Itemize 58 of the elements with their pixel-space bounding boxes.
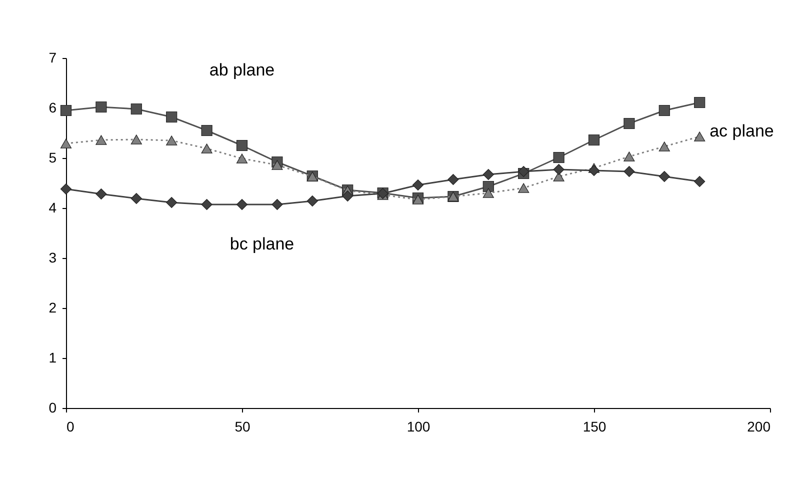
point: [272, 160, 283, 170]
point: [96, 135, 107, 145]
y-tick-label: 4: [48, 200, 57, 216]
series-label: bc plane: [230, 234, 294, 254]
point: [588, 164, 600, 176]
point: [553, 164, 564, 176]
point: [482, 188, 494, 198]
point: [694, 96, 706, 108]
y-tick-label: 7: [48, 50, 57, 66]
y-tick-label: 0: [48, 400, 57, 416]
point: [482, 180, 494, 192]
point: [130, 192, 142, 204]
point: [272, 198, 283, 210]
point: [482, 168, 494, 180]
point: [412, 179, 424, 191]
point: [448, 174, 459, 186]
point: [518, 183, 530, 193]
point: [694, 176, 706, 188]
point: [166, 136, 178, 146]
point: [694, 132, 706, 142]
point: [201, 124, 212, 136]
point: [306, 195, 318, 207]
point: [342, 190, 354, 202]
point: [96, 101, 107, 113]
point: [553, 152, 564, 164]
point: [96, 188, 107, 200]
point: [201, 198, 212, 210]
point: [201, 144, 212, 154]
point: [60, 104, 72, 116]
point: [658, 104, 670, 116]
x-tick-label: 200: [747, 418, 771, 434]
point: [130, 134, 142, 144]
y-tick-label: 1: [48, 350, 57, 366]
point: [236, 140, 248, 152]
y-tick-label: 5: [48, 150, 57, 166]
text: ab plane: [209, 60, 275, 80]
point: [658, 170, 670, 182]
x-tick-label: 100: [406, 418, 430, 434]
point: [166, 111, 178, 123]
point: [60, 183, 72, 195]
point: [236, 198, 248, 210]
point: [624, 166, 635, 178]
x-tick-label: 50: [234, 418, 250, 434]
y-tick-label: 2: [48, 300, 57, 316]
point: [588, 134, 600, 146]
y-tick-label: 3: [48, 250, 57, 266]
x-tick-label: 150: [582, 418, 606, 434]
point: [658, 142, 670, 152]
point: [60, 138, 72, 148]
point: [624, 118, 635, 130]
x-tick-label: 0: [66, 418, 74, 434]
point: [624, 152, 635, 162]
series-label: ac plane: [710, 122, 774, 140]
point: [166, 196, 178, 208]
point: [412, 194, 424, 204]
point: [130, 103, 142, 115]
y-tick-label: 6: [48, 100, 57, 116]
point: [236, 154, 248, 164]
